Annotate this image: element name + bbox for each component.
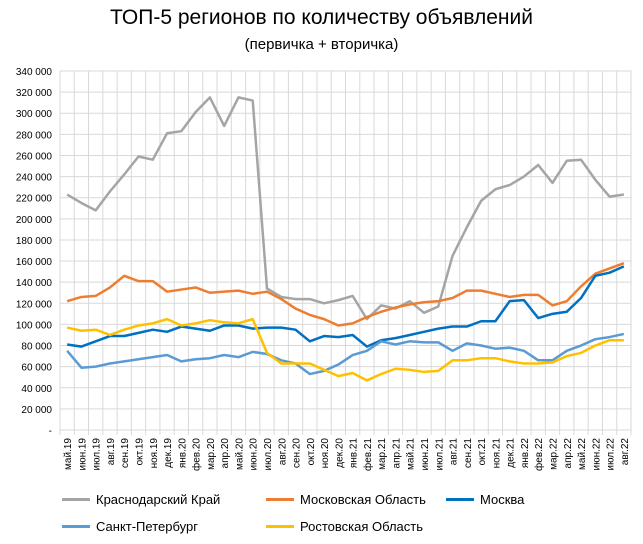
series-line-2: [66, 265, 625, 348]
x-tick-label: ноя.21: [491, 438, 502, 469]
x-tick-label: янв.21: [349, 438, 360, 469]
legend-swatch: [62, 525, 90, 528]
x-tick-label: май.22: [577, 438, 588, 470]
x-tick-label: авг.20: [277, 438, 288, 466]
y-tick-label: 320 000: [16, 88, 53, 99]
y-tick-label: 240 000: [16, 173, 53, 184]
y-tick-label: 340 000: [16, 67, 53, 78]
x-tick-label: мар.22: [548, 438, 559, 470]
y-tick-label: 160 000: [16, 257, 53, 268]
x-tick-label: дек.19: [163, 438, 174, 468]
x-tick-label: июн.21: [420, 438, 431, 471]
x-tick-label: мар.20: [206, 438, 217, 470]
legend-item-moscow: Москва: [446, 492, 524, 507]
x-tick-label: окт.21: [477, 438, 488, 466]
series-line-3: [66, 332, 625, 376]
x-tick-label: янв.20: [177, 438, 188, 469]
x-tick-label: янв.22: [520, 438, 531, 469]
x-tick-label: мар.21: [377, 438, 388, 470]
legend-swatch: [62, 498, 90, 501]
x-tick-label: апр.21: [391, 438, 402, 469]
legend-label: Москва: [480, 492, 525, 507]
series-line-0: [66, 96, 625, 321]
y-tick-label: 220 000: [16, 194, 53, 205]
x-tick-label: ноя.20: [320, 438, 331, 469]
x-tick-label: июл.22: [606, 438, 617, 471]
y-tick-label: 120 000: [16, 299, 53, 310]
y-tick-label: 140 000: [16, 278, 53, 289]
legend-label: Санкт-Петербург: [96, 519, 198, 534]
y-tick-label: 40 000: [21, 384, 52, 395]
y-tick-label: 180 000: [16, 236, 53, 247]
x-tick-label: дек.20: [334, 438, 345, 468]
series-line-4: [66, 317, 624, 382]
series-line-1: [66, 261, 625, 327]
legend-label: Ростовская Область: [300, 519, 423, 534]
x-tick-label: авг.21: [449, 438, 460, 466]
x-tick-label: май.19: [63, 438, 74, 470]
x-tick-label: окт.19: [135, 438, 146, 466]
y-tick-label: 200 000: [16, 215, 53, 226]
x-tick-label: май.21: [406, 438, 417, 470]
x-tick-label: июл.20: [263, 438, 274, 471]
x-tick-label: июл.21: [434, 438, 445, 471]
legend-swatch: [266, 525, 294, 528]
y-tick-label: 60 000: [21, 363, 52, 374]
x-tick-label: июн.19: [77, 438, 88, 471]
legend-item-krasnodar: Краснодарский Край: [62, 492, 220, 507]
legend-label: Московская Область: [300, 492, 426, 507]
x-tick-label: дек.21: [506, 438, 517, 468]
y-tick-label: 80 000: [21, 342, 52, 353]
y-tick-label: -: [49, 426, 52, 437]
legend-swatch: [446, 498, 474, 501]
legend-item-spb: Санкт-Петербург: [62, 519, 198, 534]
x-tick-label: май.20: [234, 438, 245, 470]
x-tick-label: июн.22: [591, 438, 602, 471]
x-tick-label: авг.19: [106, 438, 117, 466]
x-tick-label: сен.20: [292, 438, 303, 468]
x-tick-label: сен.19: [120, 438, 131, 468]
x-tick-label: апр.20: [220, 438, 231, 469]
x-tick-label: июн.20: [249, 438, 260, 471]
y-tick-label: 280 000: [16, 130, 53, 141]
x-tick-label: апр.22: [563, 438, 574, 469]
x-tick-label: июл.19: [92, 438, 103, 471]
x-tick-label: фев.22: [533, 438, 545, 471]
legend-item-mo: Московская Область: [266, 492, 426, 507]
x-tick-label: авг.22: [620, 438, 631, 466]
chart-title: ТОП-5 регионов по количеству объявлений: [110, 6, 533, 29]
y-tick-label: 300 000: [16, 109, 53, 120]
x-tick-label: ноя.19: [149, 438, 160, 469]
chart-subtitle: (первичка + вторичка): [244, 36, 399, 53]
x-tick-label: фев.21: [362, 438, 374, 471]
x-tick-label: фев.20: [191, 438, 203, 471]
y-tick-label: 100 000: [16, 320, 53, 331]
legend-swatch: [266, 498, 294, 501]
x-tick-label: сен.21: [463, 438, 474, 468]
y-tick-label: 260 000: [16, 151, 53, 162]
legend-label: Краснодарский Край: [96, 492, 221, 507]
legend-item-rostov: Ростовская Область: [266, 519, 423, 534]
y-tick-label: 20 000: [21, 405, 52, 416]
x-tick-label: окт.20: [306, 438, 317, 466]
